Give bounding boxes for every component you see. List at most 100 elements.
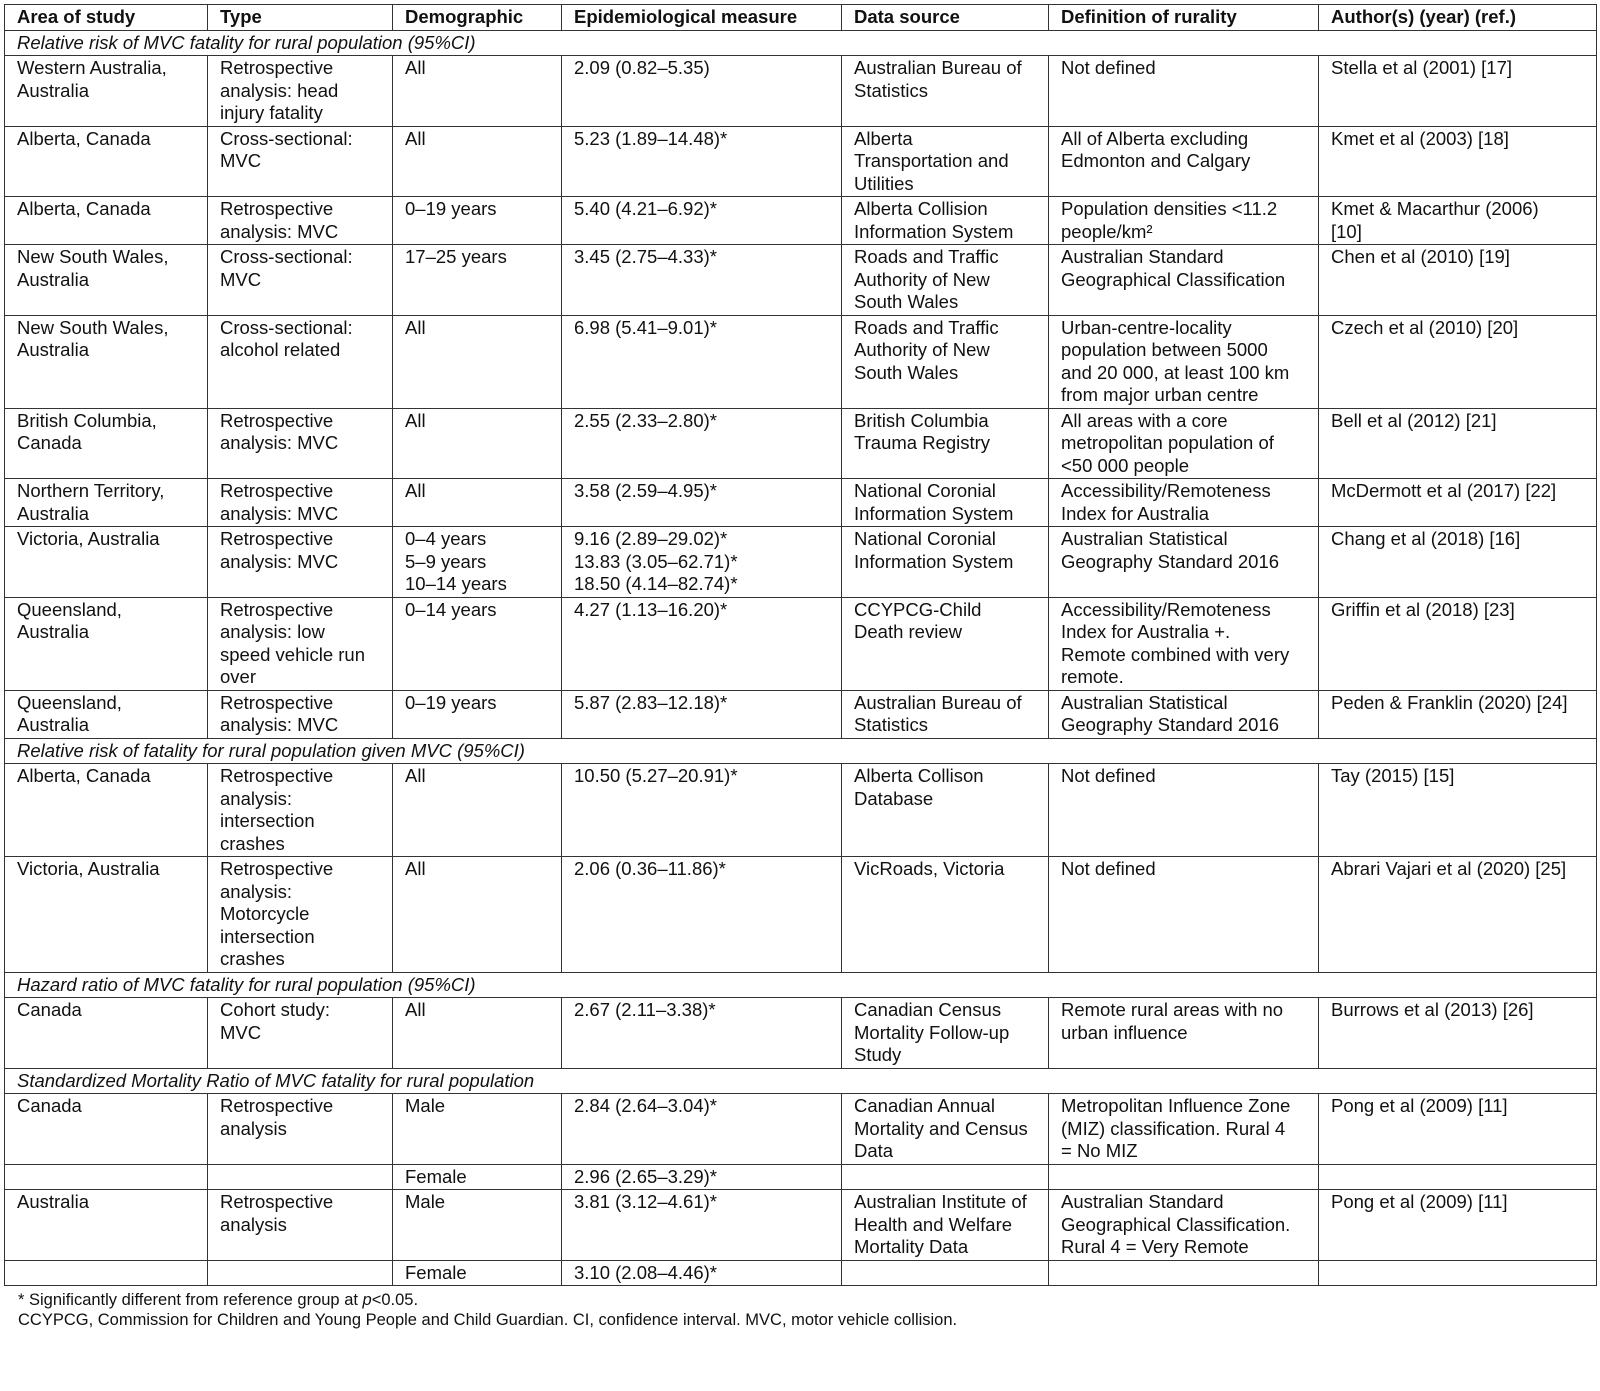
cell-rurality: All of Alberta excluding Edmonton and Ca…	[1048, 125, 1319, 197]
cell-authors: Burrows et al (2013) [26]	[1318, 997, 1597, 1069]
cell-rurality	[1048, 1163, 1319, 1190]
cell-measure: 2.84 (2.64–3.04)*	[561, 1093, 842, 1165]
cell-type	[207, 1163, 393, 1190]
table-body: Relative risk of MVC fatality for rural …	[4, 29, 1597, 1286]
cell-type: Cohort study: MVC	[207, 997, 393, 1069]
cell-authors: Griffin et al (2018) [23]	[1318, 596, 1597, 691]
cell-area: Canada	[4, 997, 208, 1069]
cell-type: Retrospective analysis: MVC	[207, 196, 393, 245]
cell-source: CCYPCG-Child Death review	[841, 596, 1049, 691]
cell-area	[4, 1163, 208, 1190]
header-row: Area of study Type Demographic Epidemiol…	[4, 4, 1597, 31]
cell-source: Alberta Collision Information System	[841, 196, 1049, 245]
cell-area: Northern Territory, Australia	[4, 478, 208, 527]
section-row: Relative risk of MVC fatality for rural …	[4, 29, 1597, 56]
cell-authors: Peden & Franklin (2020) [24]	[1318, 689, 1597, 739]
cell-measure: 3.58 (2.59–4.95)*	[561, 478, 842, 527]
cell-type: Retrospective analysis: head injury fata…	[207, 55, 393, 127]
cell-area: Queensland, Australia	[4, 689, 208, 739]
cell-measure: 6.98 (5.41–9.01)*	[561, 314, 842, 409]
cell-rurality: Metropolitan Influence Zone (MIZ) classi…	[1048, 1093, 1319, 1165]
cell-source: VicRoads, Victoria	[841, 856, 1049, 973]
cell-authors: Chen et al (2010) [19]	[1318, 244, 1597, 316]
table-row: Female 2.96 (2.65–3.29)*	[4, 1163, 1597, 1190]
table-row: Canada Cohort study: MVC All 2.67 (2.11–3.3…	[4, 997, 1597, 1069]
cell-rurality: Australian Statistical Geography Standar…	[1048, 689, 1319, 739]
cell-rurality: Not defined	[1048, 55, 1319, 127]
cell-measure: 5.87 (2.83–12.18)*	[561, 689, 842, 739]
cell-demographic: All	[392, 407, 562, 479]
cell-source	[841, 1259, 1049, 1286]
section-row: Relative risk of fatality for rural popu…	[4, 737, 1597, 764]
cell-area: Victoria, Australia	[4, 526, 208, 598]
cell-source: British Columbia Trauma Registry	[841, 407, 1049, 479]
cell-source: Australian Bureau of Statistics	[841, 689, 1049, 739]
cell-area: British Columbia, Canada	[4, 407, 208, 479]
cell-type: Retrospective analysis: MVC	[207, 478, 393, 527]
cell-demographic: Male	[392, 1189, 562, 1261]
table-row: Alberta, Canada Retrospective analysis: i…	[4, 763, 1597, 857]
cell-area: Alberta, Canada	[4, 196, 208, 245]
cell-authors: Tay (2015) [15]	[1318, 763, 1597, 857]
cell-area: Western Australia, Australia	[4, 55, 208, 127]
cell-source: Alberta Transportation and Utilities	[841, 125, 1049, 197]
cell-type: Retrospective analysis: MVC	[207, 407, 393, 479]
cell-area: Queensland, Australia	[4, 596, 208, 691]
cell-demographic: 0–19 years	[392, 196, 562, 245]
cell-area: Victoria, Australia	[4, 856, 208, 973]
cell-type: Cross-sectional: MVC	[207, 244, 393, 316]
cell-demographic: All	[392, 55, 562, 127]
column-header-rurality: Definition of rurality	[1048, 4, 1319, 31]
significance-note: * Significantly different from reference…	[18, 1290, 1600, 1310]
cell-area: Australia	[4, 1189, 208, 1261]
table-row: British Columbia, Canada Retrospective an…	[4, 407, 1597, 479]
cell-rurality: Australian Statistical Geography Standar…	[1048, 526, 1319, 598]
table-row: Queensland, Australia Retrospective analy…	[4, 689, 1597, 739]
cell-authors: Pong et al (2009) [11]	[1318, 1189, 1597, 1261]
cell-demographic: All	[392, 478, 562, 527]
cell-measure: 5.40 (4.21–6.92)*	[561, 196, 842, 245]
cell-rurality: Australian Standard Geographical Classif…	[1048, 1189, 1319, 1261]
table-row: Australia Retrospective analysis Male 3.81 …	[4, 1189, 1597, 1261]
table-row: Female 3.10 (2.08–4.46)*	[4, 1259, 1597, 1286]
column-header-source: Data source	[841, 4, 1049, 31]
cell-type: Retrospective analysis: intersection cra…	[207, 763, 393, 857]
cell-demographic: 17–25 years	[392, 244, 562, 316]
cell-demographic: All	[392, 763, 562, 857]
cell-measure: 3.45 (2.75–4.33)*	[561, 244, 842, 316]
cell-type: Cross-sectional: alcohol related	[207, 314, 393, 409]
cell-rurality: Not defined	[1048, 763, 1319, 857]
table-row: Queensland, Australia Retrospective analy…	[4, 596, 1597, 691]
cell-source: Australian Bureau of Statistics	[841, 55, 1049, 127]
cell-demographic: 0–19 years	[392, 689, 562, 739]
cell-source: Australian Institute of Health and Welfa…	[841, 1189, 1049, 1261]
cell-demographic: 0–4 years 5–9 years 10–14 years	[392, 526, 562, 598]
cell-demographic: 0–14 years	[392, 596, 562, 691]
cell-source: Alberta Collison Database	[841, 763, 1049, 857]
table-row: Victoria, Australia Retrospective analysi…	[4, 526, 1597, 598]
cell-authors: Kmet & Macarthur (2006) [10]	[1318, 196, 1597, 245]
cell-area: Canada	[4, 1093, 208, 1165]
cell-rurality: Urban-centre-locality population between…	[1048, 314, 1319, 409]
cell-demographic: Female	[392, 1163, 562, 1190]
cell-authors	[1318, 1163, 1597, 1190]
cell-demographic: All	[392, 314, 562, 409]
cell-rurality	[1048, 1259, 1319, 1286]
cell-source: Canadian Census Mortality Follow-up Stud…	[841, 997, 1049, 1069]
cell-measure: 3.10 (2.08–4.46)*	[561, 1259, 842, 1286]
table-row: Alberta, Canada Cross-sectional: MVC All 5.…	[4, 125, 1597, 197]
cell-demographic: Female	[392, 1259, 562, 1286]
cell-rurality: Population densities <11.2 people/km²	[1048, 196, 1319, 245]
cell-source: Roads and Traffic Authority of New South…	[841, 244, 1049, 316]
cell-source: Roads and Traffic Authority of New South…	[841, 314, 1049, 409]
section-title: Hazard ratio of MVC fatality for rural p…	[4, 971, 1597, 998]
cell-area: Alberta, Canada	[4, 763, 208, 857]
cell-type: Retrospective analysis: low speed vehicl…	[207, 596, 393, 691]
cell-measure: 4.27 (1.13–16.20)*	[561, 596, 842, 691]
cell-area: New South Wales, Australia	[4, 244, 208, 316]
cell-type	[207, 1259, 393, 1286]
cell-demographic: Male	[392, 1093, 562, 1165]
cell-authors: Bell et al (2012) [21]	[1318, 407, 1597, 479]
table-row: New South Wales, Australia Cross-sectiona…	[4, 314, 1597, 409]
table-row: Northern Territory, Australia Retrospecti…	[4, 478, 1597, 527]
